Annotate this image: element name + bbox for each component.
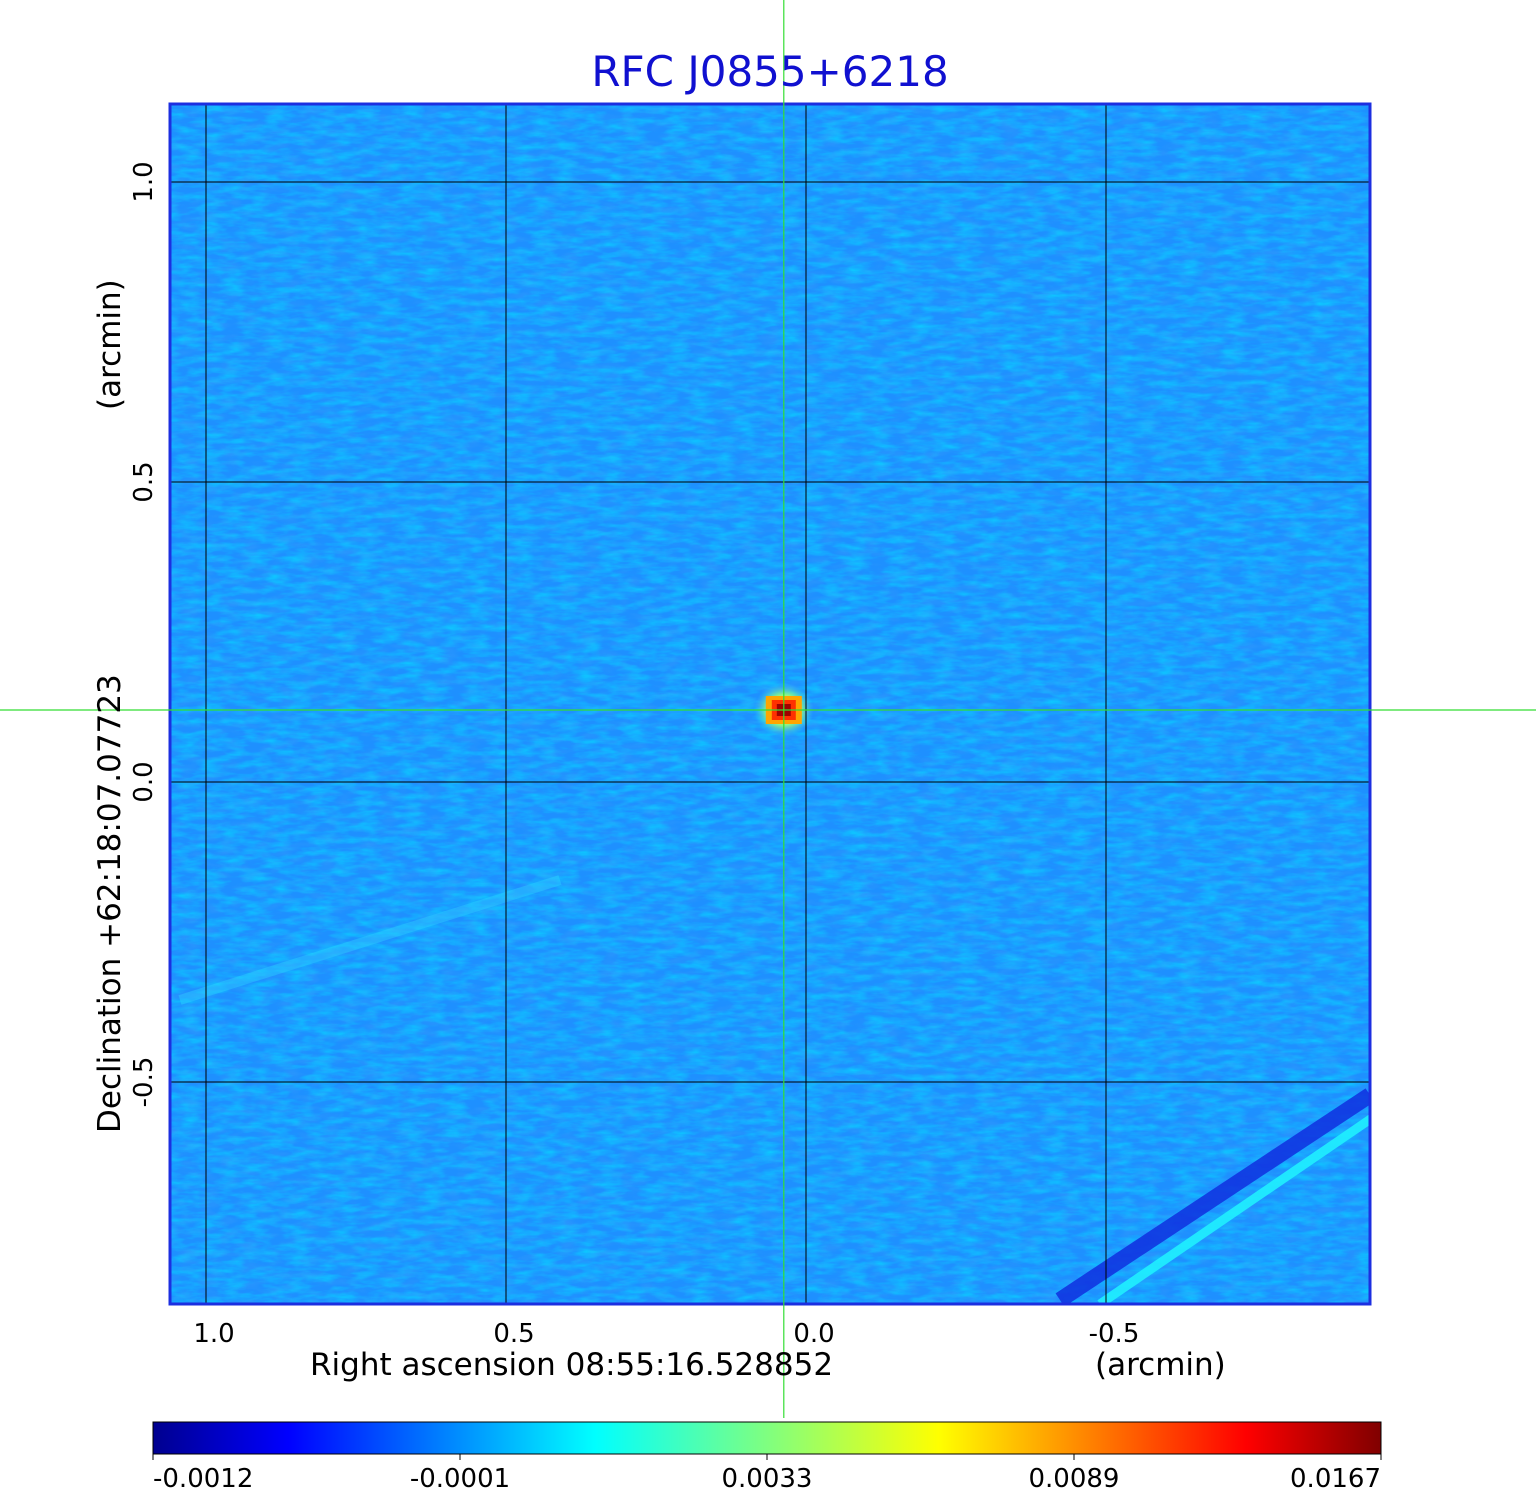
y-axis-label: Declination +62:18:07.07723 <box>92 674 128 1133</box>
colorbar-tick-label-0: -0.0012 <box>153 1464 253 1494</box>
y-tick-label-3: -0.5 <box>129 1057 159 1108</box>
x-tick-labels: 1.0 0.5 0.0 -0.5 <box>193 1319 1139 1349</box>
sidelobe-streak-faint <box>178 875 562 1005</box>
x-axis-label: Right ascension 08:55:16.528852 <box>310 1347 833 1383</box>
y-tick-label-0: 1.0 <box>129 161 159 202</box>
colorbar-tick-label-3: 0.0089 <box>1029 1464 1120 1494</box>
coordinate-grid <box>170 104 1370 1304</box>
y-tick-label-2: 0.0 <box>129 761 159 802</box>
colorbar: -0.0012 -0.0001 0.0033 0.0089 0.0167 <box>152 1421 1382 1494</box>
x-tick-label-0: 1.0 <box>193 1319 234 1349</box>
x-tick-label-1: 0.5 <box>493 1319 534 1349</box>
plot-frame <box>168 102 1372 1306</box>
y-axis-unit: (arcmin) <box>92 279 128 410</box>
colorbar-tick-label-4: 0.0167 <box>1290 1464 1381 1494</box>
x-tick-label-3: -0.5 <box>1089 1319 1140 1349</box>
y-tick-label-1: 0.5 <box>129 461 159 502</box>
chart-title: RFC J0855+6218 <box>591 47 948 96</box>
colorbar-gradient <box>152 1421 1382 1455</box>
colorbar-ticks: -0.0012 -0.0001 0.0033 0.0089 0.0167 <box>152 1454 1382 1494</box>
colorbar-tick-label-2: 0.0033 <box>722 1464 813 1494</box>
x-axis-unit: (arcmin) <box>1095 1347 1226 1383</box>
plot-area <box>170 104 1370 1304</box>
crosshair <box>0 0 1536 1418</box>
sidelobe-streak-dark <box>1055 1088 1370 1304</box>
y-tick-labels: 1.0 0.5 0.0 -0.5 <box>129 161 159 1107</box>
x-tick-label-2: 0.0 <box>793 1319 834 1349</box>
colorbar-tick-label-1: -0.0001 <box>410 1464 510 1494</box>
sidelobe-streak-bright <box>1097 1114 1370 1304</box>
